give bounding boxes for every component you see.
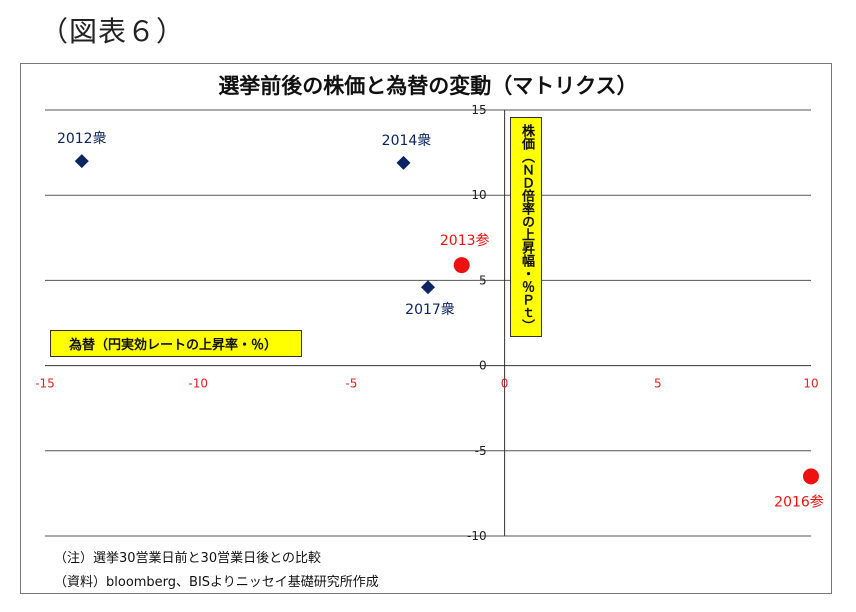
x-tick-label: 0 <box>501 377 509 391</box>
x-axis-label: 為替（円実効レートの上昇率・％） <box>50 330 302 357</box>
axes <box>45 110 811 536</box>
point-label: 2013参 <box>440 232 490 249</box>
point-label: 2016参 <box>774 493 824 510</box>
diamond-marker <box>396 155 411 170</box>
chart-frame <box>20 63 832 594</box>
y-tick-label: 15 <box>471 103 486 117</box>
point-label: 2017衆 <box>405 302 455 318</box>
footnote: （注）選挙30営業日前と30営業日後との比較 <box>54 551 321 566</box>
y-tick-label: -10 <box>467 529 487 543</box>
y-tick-label: 10 <box>471 188 486 202</box>
x-tick-label: -5 <box>345 377 357 391</box>
circle-marker <box>453 257 470 274</box>
x-tick-label: 5 <box>654 377 662 391</box>
figure-label: （図表６） <box>40 15 186 48</box>
x-tick-label: 10 <box>803 377 818 391</box>
tick-labels: -15 -10 -5 0 5 10 15 10 5 0 -5 -10 <box>35 103 818 543</box>
y-axis-label: 株価（ＮＤ倍率の上昇幅・％Ｐｔ） <box>510 117 542 337</box>
circle-marker <box>803 468 819 485</box>
point-labels: 2012衆 2014衆 2017衆 2013参 2016参 <box>57 131 824 510</box>
y-tick-label: 0 <box>479 359 487 373</box>
diamond-marker <box>421 280 435 295</box>
grid-lines <box>45 109 811 537</box>
chart-title: 選挙前後の株価と為替の変動（マトリクス） <box>218 74 638 98</box>
source-note: （資料）bloomberg、BISよりニッセイ基礎研究所作成 <box>54 575 379 590</box>
x-tick-label: -10 <box>188 377 208 391</box>
point-label: 2012衆 <box>57 131 107 147</box>
y-tick-label: -5 <box>475 444 487 458</box>
y-tick-label: 5 <box>479 273 487 287</box>
point-label: 2014衆 <box>382 133 432 149</box>
diamond-marker <box>74 154 89 169</box>
data-points <box>74 154 819 485</box>
x-tick-label: -15 <box>35 377 55 391</box>
